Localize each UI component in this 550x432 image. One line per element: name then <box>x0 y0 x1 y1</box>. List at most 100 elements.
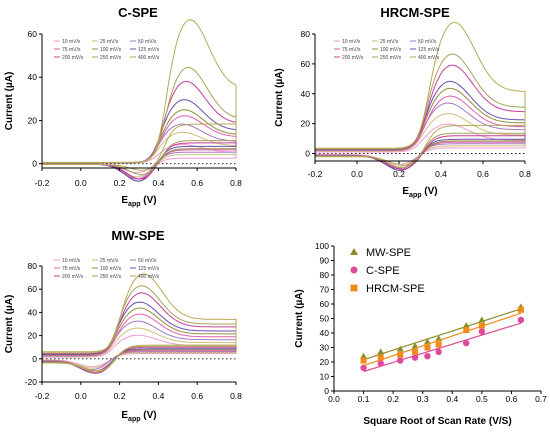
legend-label: 250 mV/s <box>100 274 122 280</box>
y-tick-label: 0 <box>32 159 37 169</box>
panel-title: C-SPE <box>118 5 158 20</box>
data-point <box>360 352 368 359</box>
x-axis-label: Eapp (V) <box>121 410 156 423</box>
y-tick-label: 0 <box>324 386 329 396</box>
y-tick-label: 0 <box>32 354 37 364</box>
data-point <box>411 342 419 349</box>
data-point <box>396 345 404 352</box>
cv-curve <box>314 123 526 166</box>
x-tick-label: 0.8 <box>230 391 242 401</box>
legend-marker <box>350 248 358 255</box>
y-tick-label: -20 <box>25 377 38 387</box>
y-tick-label: 30 <box>320 343 330 353</box>
data-point <box>377 354 384 361</box>
cv-panel-mw-spe: MW-SPE -0.2 0.0 0.2 0.4 0.6 0.8 -20 0 20 40 60 80 Cur… <box>4 228 242 423</box>
legend-label: 50 mV/s <box>138 258 157 264</box>
fit-line <box>363 312 522 367</box>
legend-label: 25 mV/s <box>100 258 119 264</box>
cv-curve <box>314 80 526 171</box>
data-point <box>478 316 486 323</box>
data-point <box>517 316 525 324</box>
x-tick-label: 0.1 <box>358 394 370 404</box>
cv-curve <box>41 292 237 374</box>
x-tick-label: 0.6 <box>191 178 203 188</box>
y-tick-label: 20 <box>28 115 38 125</box>
data-point <box>377 348 385 355</box>
legend-label: 100 mV/s <box>380 47 402 53</box>
x-axis-label: Eapp (V) <box>402 186 437 199</box>
y-tick-label: 80 <box>320 270 330 280</box>
y-tick-label: 20 <box>320 357 330 367</box>
y-axis-label: Current (µA) <box>274 68 285 127</box>
y-tick-label: 10 <box>320 372 330 382</box>
x-tick-label: 0.7 <box>535 394 547 404</box>
legend-label: 125 mV/s <box>138 266 160 272</box>
data-point <box>397 351 404 358</box>
x-tick-label: -0.2 <box>35 391 50 401</box>
x-axis-label: Eapp (V) <box>121 195 156 208</box>
x-tick-label: -0.2 <box>308 169 323 179</box>
data-point <box>424 344 431 351</box>
calibration-scatter-panel: 0.0 0.1 0.2 0.3 0.4 0.5 0.6 0.7 0 10 20 30 40 50 60 70 8… <box>294 241 547 427</box>
legend-label: 250 mV/s <box>100 55 122 61</box>
legend-label: 50 mV/s <box>418 39 437 45</box>
x-tick-label: 0.0 <box>75 178 87 188</box>
cv-curve <box>41 273 237 372</box>
y-tick-label: 20 <box>28 331 38 341</box>
legend-label: 125 mV/s <box>418 47 440 53</box>
data-point <box>360 357 367 364</box>
legend-marker <box>350 266 358 274</box>
x-tick-label: 0.4 <box>435 169 447 179</box>
x-tick-label: 0.5 <box>476 394 488 404</box>
y-tick-label: 0 <box>305 149 310 159</box>
data-point <box>412 348 419 355</box>
y-tick-label: 40 <box>320 328 330 338</box>
legend-label: 75 mV/s <box>62 47 81 53</box>
y-tick-label: 60 <box>320 299 330 309</box>
y-tick-label: 60 <box>28 284 38 294</box>
x-tick-label: 0.2 <box>114 391 126 401</box>
x-tick-label: 0.0 <box>351 169 363 179</box>
cv-curve <box>41 313 237 372</box>
x-tick-label: 0.6 <box>477 169 489 179</box>
legend-label: 200 mV/s <box>62 55 84 61</box>
x-axis-label: Square Root of Scan Rate (V/S) <box>363 416 511 427</box>
y-axis-label: Current (µA) <box>294 289 305 348</box>
x-tick-label: 0.4 <box>152 178 164 188</box>
legend-label: 100 mV/s <box>100 266 122 272</box>
legend-label: MW-SPE <box>366 247 411 259</box>
cv-curve <box>41 327 237 369</box>
fit-line <box>363 322 522 373</box>
legend-label: 25 mV/s <box>100 39 119 45</box>
x-tick-label: 0.2 <box>393 169 405 179</box>
y-tick-label: 100 <box>315 241 329 251</box>
y-tick-label: 80 <box>301 29 311 39</box>
y-tick-label: 90 <box>320 256 330 266</box>
cv-panel-c-spe: C-SPE -0.2 0.0 0.2 0.4 0.6 0.8 0 20 40 60 Current (… <box>4 5 242 208</box>
y-tick-label: 40 <box>28 307 38 317</box>
x-tick-label: 0.6 <box>191 391 203 401</box>
legend-label: 10 mV/s <box>342 39 361 45</box>
legend-label: 125 mV/s <box>138 47 160 53</box>
data-point <box>424 353 431 360</box>
y-tick-label: 40 <box>28 72 38 82</box>
y-tick-label: 60 <box>301 59 311 69</box>
legend-marker <box>350 284 358 292</box>
legend-label: HRCM-SPE <box>366 283 425 295</box>
fit-line <box>363 308 522 361</box>
data-point <box>435 348 442 356</box>
x-tick-label: 0.2 <box>114 178 126 188</box>
x-tick-label: -0.2 <box>35 178 50 188</box>
legend-label: 400 mV/s <box>138 55 160 61</box>
legend-label: 10 mV/s <box>62 258 81 264</box>
legend-label: C-SPE <box>366 265 400 277</box>
y-tick-label: 80 <box>28 261 38 271</box>
legend-label: 100 mV/s <box>100 47 122 53</box>
y-axis-label: Current (µA) <box>4 72 15 131</box>
legend-label: 400 mV/s <box>138 274 160 280</box>
cv-curve <box>41 123 237 180</box>
legend-label: 400 mV/s <box>418 55 440 61</box>
data-point <box>411 354 419 361</box>
x-tick-label: 0.8 <box>230 178 242 188</box>
